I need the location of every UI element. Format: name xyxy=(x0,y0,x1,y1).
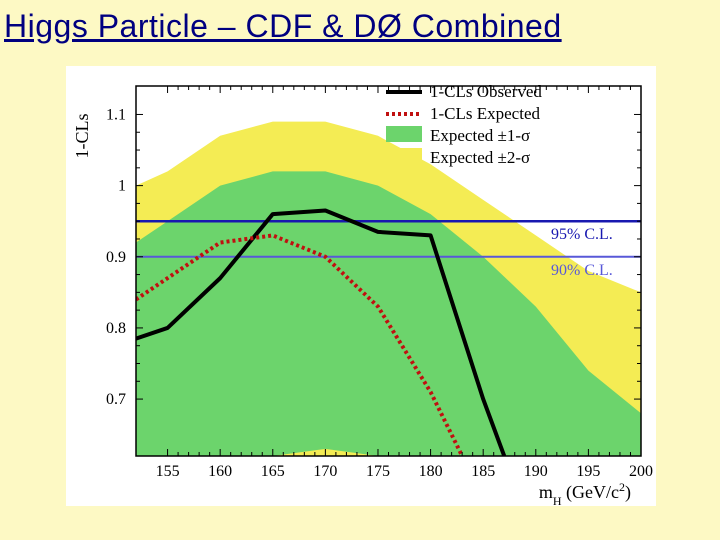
chart-panel: 95% C.L. 90% C.L. 155 160 165 170 175 180 185 190… xyxy=(66,66,656,506)
chart-svg: 95% C.L. 90% C.L. 155 160 165 170 175 180 185 190… xyxy=(66,66,656,506)
x-tick-label: 190 xyxy=(524,463,548,480)
y-tick-label: 0.7 xyxy=(106,391,126,408)
x-tick-label: 165 xyxy=(261,463,285,480)
y-tick-label: 0.9 xyxy=(106,249,126,266)
x-tick-label: 170 xyxy=(313,463,337,480)
x-tick-label: 155 xyxy=(156,463,180,480)
page-title: Higgs Particle – CDF & DØ Combined xyxy=(0,0,720,49)
legend-label: 1-CLs Observed xyxy=(430,82,542,101)
x-tick-label: 195 xyxy=(576,463,600,480)
y-tick-label: 1.1 xyxy=(106,106,126,123)
x-tick-label: 185 xyxy=(471,463,495,480)
x-tick-label: 160 xyxy=(208,463,232,480)
ref-line-label: 95% C.L. xyxy=(551,226,613,243)
legend-label: Expected ±2-σ xyxy=(430,148,530,167)
x-axis-label: mH (GeV/c2) xyxy=(539,480,631,506)
y-axis-label: 1-CLs xyxy=(72,114,92,159)
x-tick-label: 180 xyxy=(419,463,443,480)
legend-label: 1-CLs Expected xyxy=(430,104,540,123)
y-tick-label: 1 xyxy=(118,178,126,195)
legend: 1-CLs Observed 1-CLs Expected Expected ±1-… xyxy=(386,82,542,167)
y-tick-label: 0.8 xyxy=(106,320,126,337)
legend-label: Expected ±1-σ xyxy=(430,126,530,145)
x-tick-label: 175 xyxy=(366,463,390,480)
ref-line-label: 90% C.L. xyxy=(551,262,613,279)
x-tick-label: 200 xyxy=(629,463,653,480)
